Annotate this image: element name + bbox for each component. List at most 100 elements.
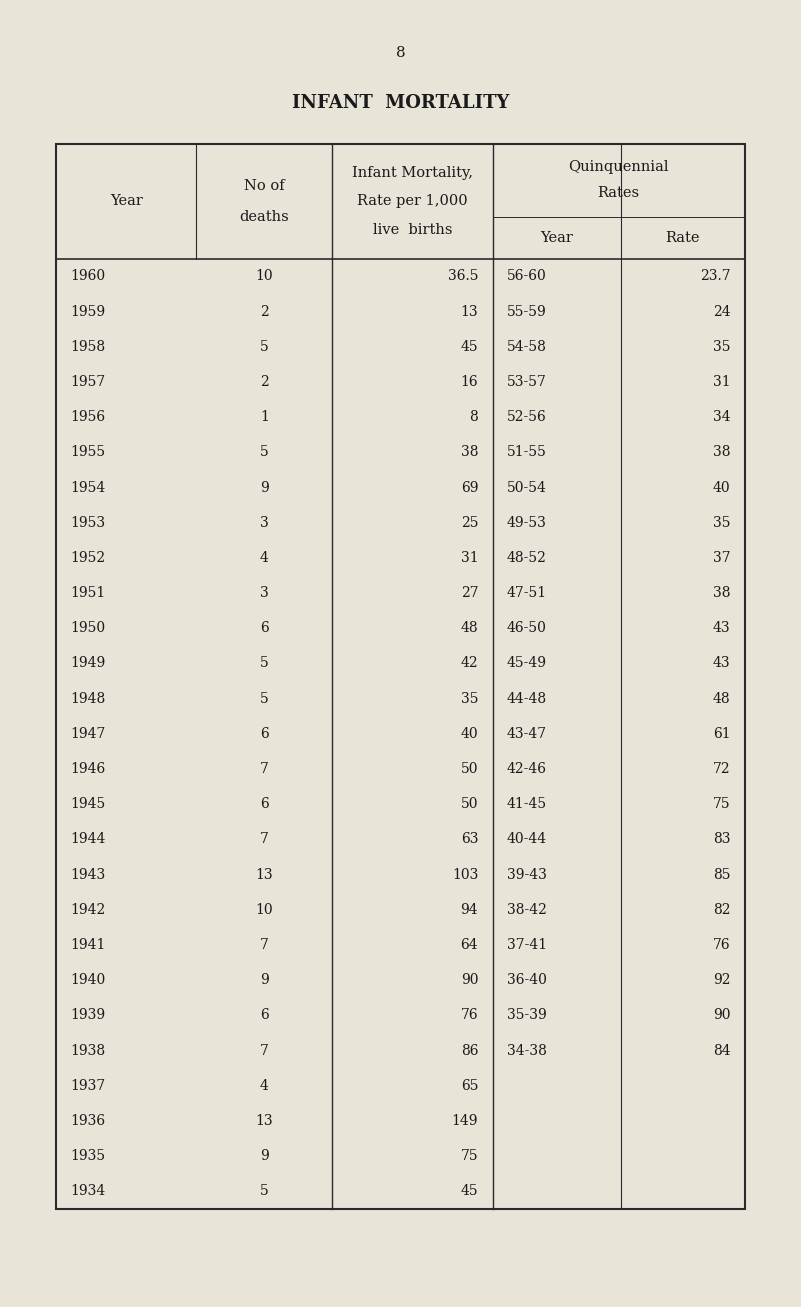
Text: 3: 3 — [260, 586, 268, 600]
Text: 40: 40 — [713, 481, 731, 494]
Text: 5: 5 — [260, 691, 268, 706]
Text: 45-49: 45-49 — [507, 656, 547, 670]
Text: No of: No of — [244, 179, 284, 192]
Text: 9: 9 — [260, 1149, 268, 1163]
Text: 50: 50 — [461, 797, 478, 812]
Text: 61: 61 — [713, 727, 731, 741]
Text: 90: 90 — [713, 1009, 731, 1022]
Text: 9: 9 — [260, 481, 268, 494]
Text: 4: 4 — [260, 552, 269, 565]
Text: 55-59: 55-59 — [507, 305, 547, 319]
Text: 24: 24 — [713, 305, 731, 319]
Text: 1939: 1939 — [70, 1009, 106, 1022]
Text: Rate: Rate — [666, 231, 700, 244]
Text: 8: 8 — [396, 46, 405, 60]
Text: 1954: 1954 — [70, 481, 106, 494]
Text: 72: 72 — [713, 762, 731, 776]
Text: 38: 38 — [713, 586, 731, 600]
Text: 48-52: 48-52 — [507, 552, 547, 565]
Text: Rate per 1,000: Rate per 1,000 — [357, 195, 468, 208]
Text: 10: 10 — [256, 903, 273, 916]
Text: 64: 64 — [461, 938, 478, 951]
Text: 149: 149 — [452, 1114, 478, 1128]
Text: 1943: 1943 — [70, 868, 106, 882]
Text: 36.5: 36.5 — [448, 269, 478, 284]
Text: 38: 38 — [713, 446, 731, 459]
Text: 53-57: 53-57 — [507, 375, 547, 389]
Text: 1959: 1959 — [70, 305, 106, 319]
Text: 54-58: 54-58 — [507, 340, 547, 354]
Text: 86: 86 — [461, 1043, 478, 1057]
Text: 103: 103 — [452, 868, 478, 882]
Text: 5: 5 — [260, 446, 268, 459]
Text: 8: 8 — [469, 410, 478, 425]
Text: 4: 4 — [260, 1078, 269, 1093]
Text: 46-50: 46-50 — [507, 621, 547, 635]
Text: INFANT  MORTALITY: INFANT MORTALITY — [292, 94, 509, 112]
Text: 1942: 1942 — [70, 903, 106, 916]
Text: 1940: 1940 — [70, 974, 106, 987]
Text: 2: 2 — [260, 375, 268, 389]
Text: 5: 5 — [260, 656, 268, 670]
Text: 1951: 1951 — [70, 586, 106, 600]
Text: 40: 40 — [461, 727, 478, 741]
Text: 1935: 1935 — [70, 1149, 106, 1163]
Text: 76: 76 — [461, 1009, 478, 1022]
Text: 94: 94 — [461, 903, 478, 916]
Text: 45: 45 — [461, 340, 478, 354]
Text: 37-41: 37-41 — [507, 938, 547, 951]
Text: 27: 27 — [461, 586, 478, 600]
Text: 65: 65 — [461, 1078, 478, 1093]
Text: 84: 84 — [713, 1043, 731, 1057]
Text: 3: 3 — [260, 516, 268, 529]
Text: 44-48: 44-48 — [507, 691, 547, 706]
Text: 36-40: 36-40 — [507, 974, 547, 987]
Text: 31: 31 — [461, 552, 478, 565]
Text: 1936: 1936 — [70, 1114, 106, 1128]
Text: 47-51: 47-51 — [507, 586, 547, 600]
Text: 9: 9 — [260, 974, 268, 987]
Text: 1938: 1938 — [70, 1043, 106, 1057]
Text: 1947: 1947 — [70, 727, 106, 741]
Text: 56-60: 56-60 — [507, 269, 547, 284]
Text: 45: 45 — [461, 1184, 478, 1199]
Text: 1946: 1946 — [70, 762, 106, 776]
Text: 6: 6 — [260, 727, 268, 741]
Text: 25: 25 — [461, 516, 478, 529]
Text: 38-42: 38-42 — [507, 903, 547, 916]
Text: 40-44: 40-44 — [507, 833, 547, 847]
Text: 1955: 1955 — [70, 446, 106, 459]
Text: 35-39: 35-39 — [507, 1009, 547, 1022]
Text: 23.7: 23.7 — [700, 269, 731, 284]
Text: 13: 13 — [461, 305, 478, 319]
Text: 6: 6 — [260, 621, 268, 635]
Text: 31: 31 — [713, 375, 731, 389]
Text: 1952: 1952 — [70, 552, 106, 565]
Text: 1948: 1948 — [70, 691, 106, 706]
Text: 1950: 1950 — [70, 621, 106, 635]
Text: 1: 1 — [260, 410, 269, 425]
Text: 43-47: 43-47 — [507, 727, 547, 741]
Text: 13: 13 — [256, 868, 273, 882]
Text: 42: 42 — [461, 656, 478, 670]
Text: Quinquennial: Quinquennial — [569, 161, 669, 174]
Text: 37: 37 — [713, 552, 731, 565]
Text: 10: 10 — [256, 269, 273, 284]
Text: 1945: 1945 — [70, 797, 106, 812]
Text: 39-43: 39-43 — [507, 868, 547, 882]
Text: 7: 7 — [260, 762, 269, 776]
Text: 1953: 1953 — [70, 516, 106, 529]
Text: 92: 92 — [713, 974, 731, 987]
Text: 6: 6 — [260, 797, 268, 812]
Text: 90: 90 — [461, 974, 478, 987]
Text: 1941: 1941 — [70, 938, 106, 951]
Text: 34-38: 34-38 — [507, 1043, 547, 1057]
Text: 63: 63 — [461, 833, 478, 847]
Text: 83: 83 — [713, 833, 731, 847]
Text: 1949: 1949 — [70, 656, 106, 670]
Text: 1958: 1958 — [70, 340, 106, 354]
Text: 75: 75 — [461, 1149, 478, 1163]
Text: 5: 5 — [260, 1184, 268, 1199]
Text: 85: 85 — [713, 868, 731, 882]
Text: 5: 5 — [260, 340, 268, 354]
